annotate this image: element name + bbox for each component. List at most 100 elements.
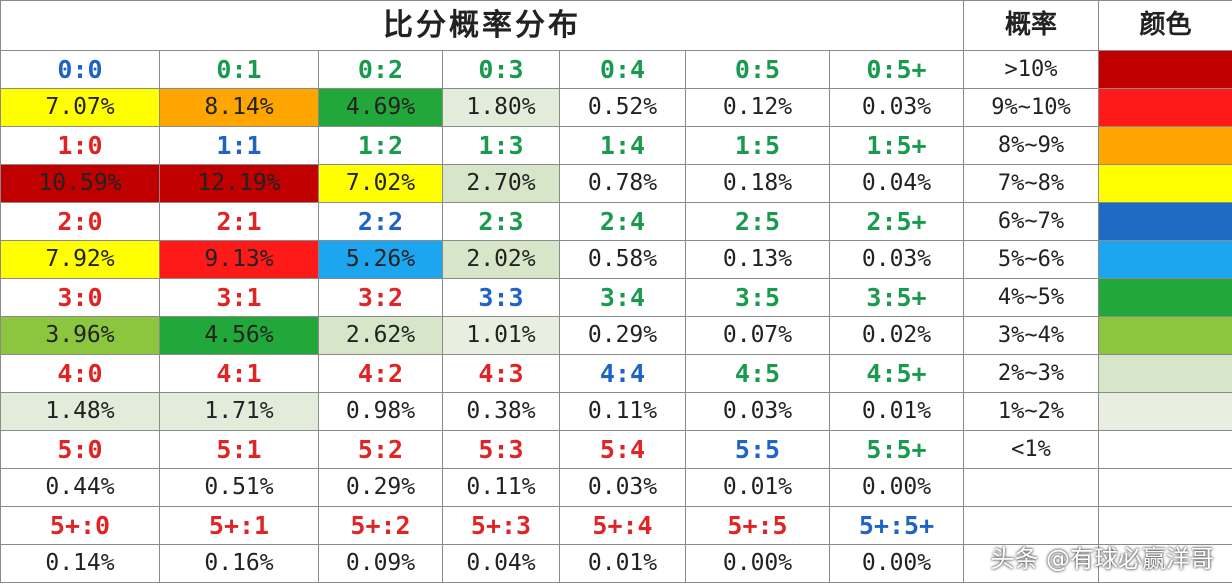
score-label-cell: 3:2 [318,278,443,317]
score-row: 3:0 3:1 3:2 3:3 3:4 3:5 3:5+ 4%~5% [0,278,1232,317]
probability-cell: 0.09% [318,544,443,583]
legend-color-swatch [1098,354,1232,393]
legend-color-swatch [1098,164,1232,203]
score-label-cell: 2:5+ [828,202,965,241]
legend-color-swatch [1098,278,1232,317]
probability-cell: 0.98% [318,392,443,431]
probability-cell: 0.58% [559,240,686,279]
score-label-cell: 5:3 [442,430,560,469]
title-row: 比分概率分布 概率 颜色 [0,0,1232,51]
probability-cell: 0.00% [685,544,830,583]
score-label-cell: 0:2 [318,50,443,89]
legend-color-swatch [1098,202,1232,241]
probability-cell: 0.78% [559,164,686,203]
score-label-cell: 3:4 [559,278,686,317]
probability-cell: 0.13% [685,240,830,279]
legend-range-label: 8%~9% [963,126,1100,165]
score-label-cell: 1:2 [318,126,443,165]
score-label-cell: 2:4 [559,202,686,241]
score-label-cell: 3:5 [685,278,830,317]
probability-cell: 1.71% [159,392,319,431]
probability-cell: 0.00% [828,468,965,507]
probability-cell: 1.80% [442,88,560,127]
probability-cell: 12.19% [159,164,319,203]
legend-range-label: 6%~7% [963,202,1100,241]
score-label-cell: 1:5 [685,126,830,165]
score-label-cell: 2:0 [0,202,160,241]
score-label-cell: 2:3 [442,202,560,241]
legend-empty-cell [963,468,1100,507]
legend-header-probability: 概率 [963,0,1100,51]
score-label-cell: 5+:3 [442,506,560,545]
probability-cell: 0.12% [685,88,830,127]
score-label-cell: 5+:5 [685,506,830,545]
probability-cell: 0.16% [159,544,319,583]
probability-cell: 0.11% [442,468,560,507]
probability-row: 7.07% 8.14% 4.69% 1.80% 0.52% 0.12% 0.03% 9%~10… [0,88,1232,127]
probability-cell: 7.92% [0,240,160,279]
probability-row: 0.14% 0.16% 0.09% 0.04% 0.01% 0.00% 0.00% [0,544,1232,583]
score-label-cell: 5+:0 [0,506,160,545]
probability-cell: 0.14% [0,544,160,583]
score-row: 1:0 1:1 1:2 1:3 1:4 1:5 1:5+ 8%~9% [0,126,1232,165]
probability-row: 1.48% 1.71% 0.98% 0.38% 0.11% 0.03% 0.01% 1%~2% [0,392,1232,431]
score-label-cell: 1:3 [442,126,560,165]
legend-color-swatch [1098,50,1232,89]
probability-cell: 0.04% [442,544,560,583]
score-label-cell: 1:1 [159,126,319,165]
score-label-cell: 4:0 [0,354,160,393]
probability-cell: 4.69% [318,88,443,127]
score-label-cell: 5:5+ [828,430,965,469]
probability-cell: 0.00% [828,544,965,583]
score-label-cell: 3:3 [442,278,560,317]
probability-cell: 1.01% [442,316,560,355]
score-label-cell: 4:5+ [828,354,965,393]
probability-row: 7.92% 9.13% 5.26% 2.02% 0.58% 0.13% 0.03% 5%~6% [0,240,1232,279]
legend-range-label: 3%~4% [963,316,1100,355]
score-label-cell: 4:1 [159,354,319,393]
score-label-cell: 2:5 [685,202,830,241]
probability-cell: 0.18% [685,164,830,203]
legend-range-label: 4%~5% [963,278,1100,317]
probability-cell: 0.02% [828,316,965,355]
score-label-cell: 0:5+ [828,50,965,89]
probability-cell: 0.04% [828,164,965,203]
score-label-cell: 4:5 [685,354,830,393]
legend-range-label: >10% [963,50,1100,89]
probability-cell: 0.29% [559,316,686,355]
score-row: 5:0 5:1 5:2 5:3 5:4 5:5 5:5+ <1% [0,430,1232,469]
score-label-cell: 4:3 [442,354,560,393]
legend-color-swatch [1098,126,1232,165]
legend-header-color: 颜色 [1098,0,1232,51]
probability-cell: 2.62% [318,316,443,355]
legend-range-label: 2%~3% [963,354,1100,393]
probability-cell: 0.01% [685,468,830,507]
probability-cell: 8.14% [159,88,319,127]
probability-cell: 0.03% [559,468,686,507]
legend-color-swatch [1098,430,1232,469]
page-title: 比分概率分布 [0,0,965,51]
score-label-cell: 1:4 [559,126,686,165]
score-label-cell: 0:3 [442,50,560,89]
probability-cell: 7.02% [318,164,443,203]
score-label-cell: 5:2 [318,430,443,469]
probability-cell: 9.13% [159,240,319,279]
probability-cell: 3.96% [0,316,160,355]
score-row: 2:0 2:1 2:2 2:3 2:4 2:5 2:5+ 6%~7% [0,202,1232,241]
score-row: 4:0 4:1 4:2 4:3 4:4 4:5 4:5+ 2%~3% [0,354,1232,393]
watermark: 头条 @有球必赢洋哥 [990,545,1214,573]
score-label-cell: 0:0 [0,50,160,89]
probability-cell: 0.01% [828,392,965,431]
score-label-cell: 2:2 [318,202,443,241]
score-label-cell: 5+:4 [559,506,686,545]
legend-range-label: 9%~10% [963,88,1100,127]
legend-range-label: 5%~6% [963,240,1100,279]
probability-row: 3.96% 4.56% 2.62% 1.01% 0.29% 0.07% 0.02% 3%~4% [0,316,1232,355]
probability-cell: 2.70% [442,164,560,203]
probability-cell: 0.52% [559,88,686,127]
score-label-cell: 3:5+ [828,278,965,317]
legend-color-swatch [1098,88,1232,127]
probability-cell: 10.59% [0,164,160,203]
